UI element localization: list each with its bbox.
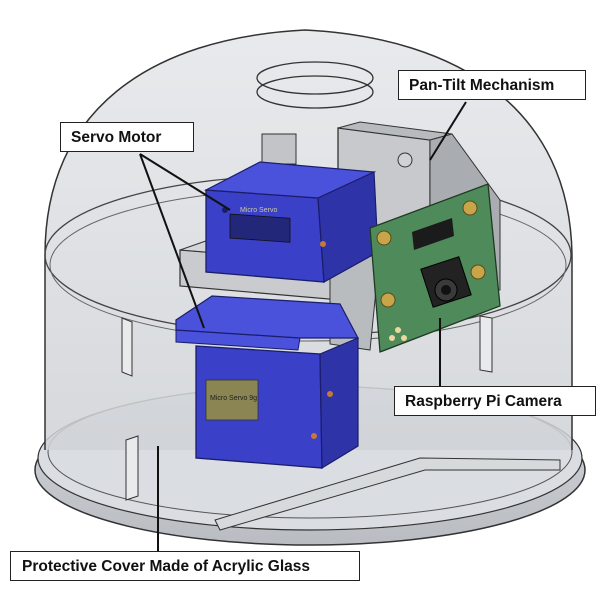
servo-motor-label: Servo Motor	[60, 122, 194, 152]
lower-servo-motor: Micro Servo 9g	[175, 295, 359, 470]
servo-leader-upper	[139, 153, 231, 211]
pan-tilt-leader	[429, 101, 467, 161]
raspberry-pi-camera-label: Raspberry Pi Camera	[394, 386, 596, 416]
pan-tilt-mechanism-label: Pan-Tilt Mechanism	[398, 70, 586, 100]
raspberry-pi-camera-board	[369, 183, 501, 353]
support-posts	[121, 315, 493, 501]
leader-lines	[139, 101, 467, 551]
upper-servo-label: Micro Servo	[240, 207, 277, 214]
protective-cover-label: Protective Cover Made of Acrylic Glass	[10, 551, 360, 581]
servo-leader-lower	[139, 153, 205, 329]
front-rail	[214, 457, 561, 531]
lower-servo-label: Micro Servo 9g	[210, 395, 257, 402]
upper-servo-motor: Micro Servo	[203, 161, 379, 283]
